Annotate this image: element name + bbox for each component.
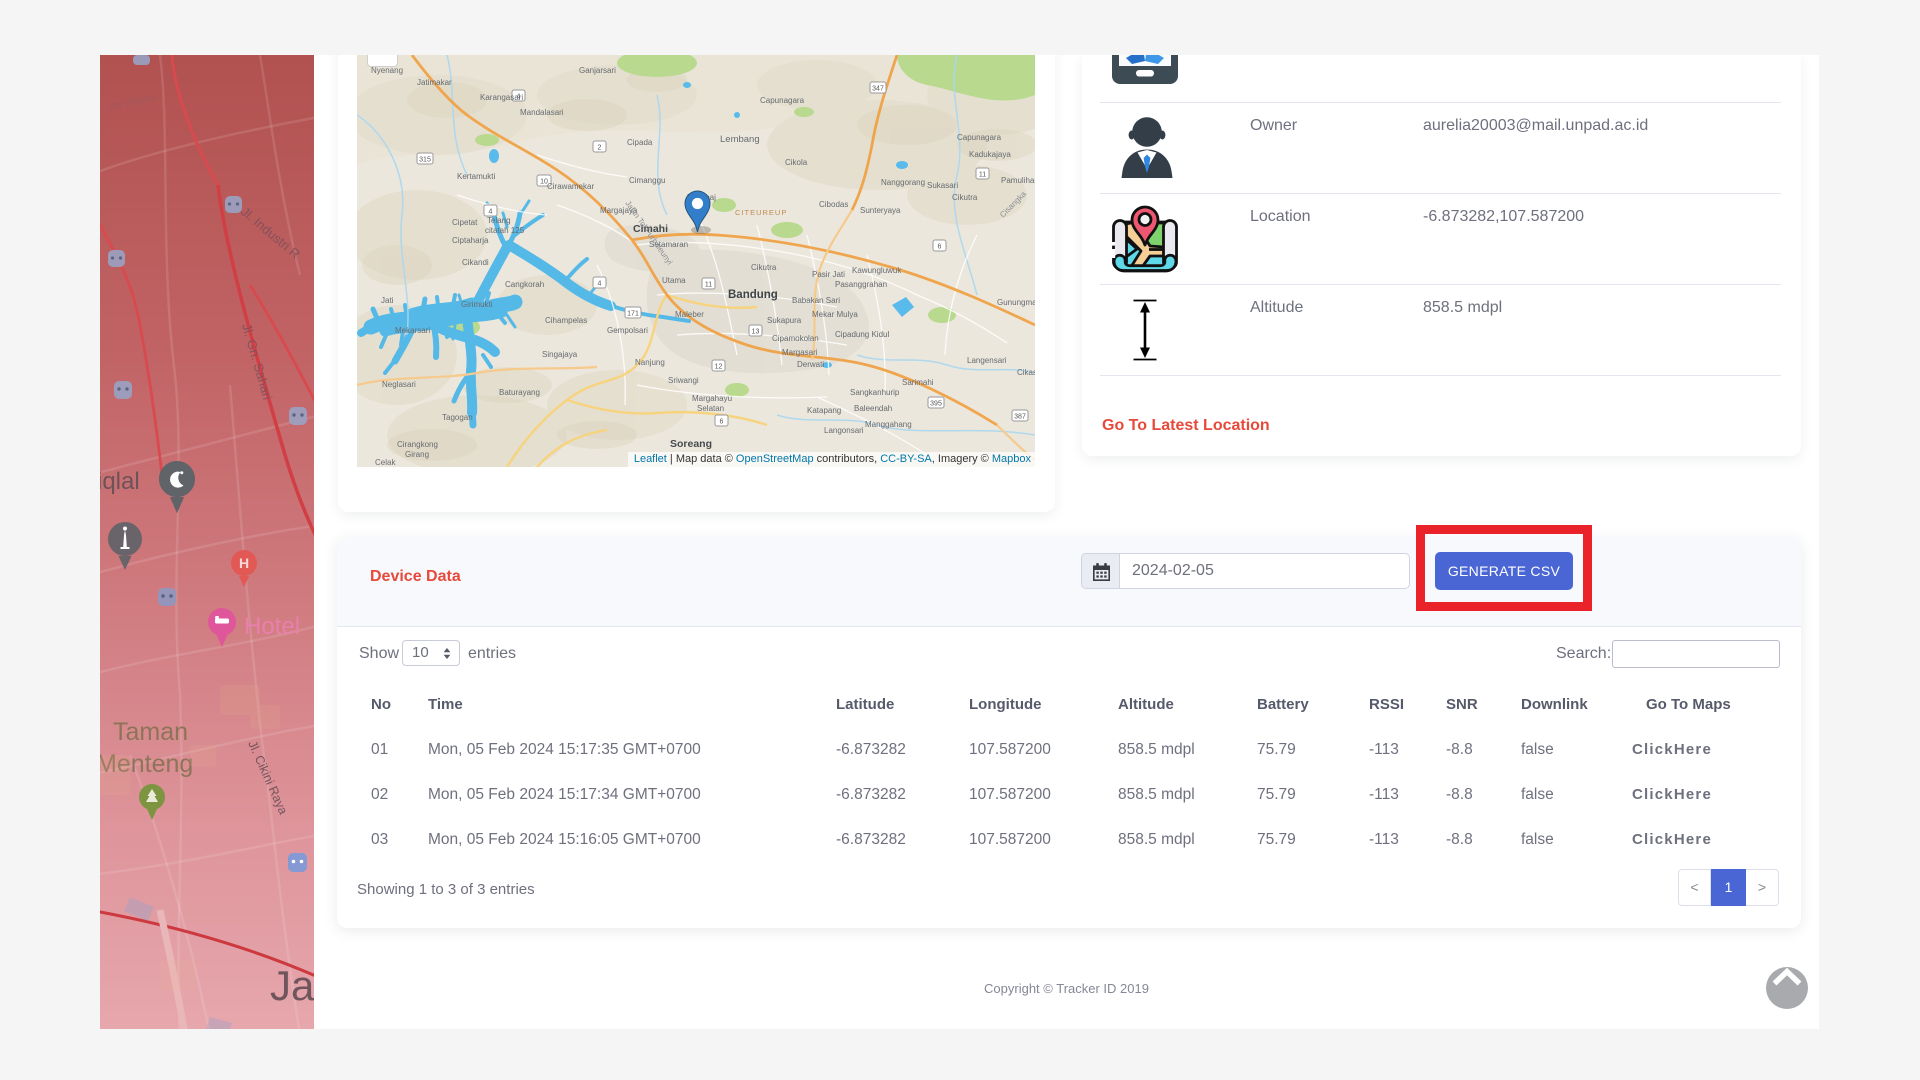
svg-text:12: 12 <box>715 364 723 371</box>
svg-text:Sukapura: Sukapura <box>767 316 802 325</box>
svg-text:Katapang: Katapang <box>807 406 841 415</box>
svg-text:Langensari: Langensari <box>967 356 1007 365</box>
svg-text:395: 395 <box>930 401 942 408</box>
svg-text:387: 387 <box>1014 414 1026 421</box>
svg-text:Menteng: Menteng <box>100 750 193 778</box>
svg-text:Sarimahi: Sarimahi <box>902 378 934 387</box>
svg-text:iqlal: iqlal <box>100 468 140 495</box>
svg-text:Cirangkong: Cirangkong <box>397 440 438 449</box>
svg-text:Nanggorang: Nanggorang <box>881 178 925 187</box>
svg-text:Derwati: Derwati <box>797 360 824 369</box>
svg-text:Cipetat: Cipetat <box>452 218 478 227</box>
svg-text:Ganjarsari: Ganjarsari <box>579 66 616 75</box>
svg-text:Utama: Utama <box>662 276 686 285</box>
svg-text:4: 4 <box>489 209 493 216</box>
svg-text:Telang: Telang <box>487 216 511 225</box>
svg-text:Cikandi: Cikandi <box>462 258 489 267</box>
svg-text:Sangkanhurip: Sangkanhurip <box>850 388 900 397</box>
svg-text:Mekarsari: Mekarsari <box>395 326 430 335</box>
svg-text:Babakan Sari: Babakan Sari <box>792 296 840 305</box>
svg-text:13: 13 <box>752 329 760 336</box>
svg-text:Bandung: Bandung <box>728 289 778 301</box>
svg-text:Cihampelas: Cihampelas <box>545 316 587 325</box>
svg-text:171: 171 <box>627 311 639 318</box>
svg-text:Cipada: Cipada <box>627 138 653 147</box>
svg-text:Taman: Taman <box>113 718 188 746</box>
svg-text:Cikutra: Cikutra <box>952 193 978 202</box>
svg-text:Margasari: Margasari <box>782 348 818 357</box>
svg-text:Nanjung: Nanjung <box>635 358 665 367</box>
svg-text:Soreang: Soreang <box>670 438 712 450</box>
svg-text:Margajaya: Margajaya <box>600 206 638 215</box>
svg-text:Girimukti: Girimukti <box>461 300 493 309</box>
svg-text:citatah 125: citatah 125 <box>485 226 525 235</box>
svg-text:Cimahi: Cimahi <box>633 223 668 235</box>
svg-text:Capunagara: Capunagara <box>760 96 805 105</box>
svg-text:Girang: Girang <box>405 450 429 459</box>
svg-text:Setamaran: Setamaran <box>649 240 688 249</box>
svg-text:6: 6 <box>720 419 724 426</box>
svg-text:Langonsari: Langonsari <box>824 426 864 435</box>
svg-text:H: H <box>239 555 249 571</box>
svg-text:11: 11 <box>705 282 712 289</box>
svg-text:Gunungmanik: Gunungmanik <box>997 298 1035 307</box>
svg-text:Cipadung Kidul: Cipadung Kidul <box>835 330 889 339</box>
svg-text:10: 10 <box>540 179 548 186</box>
svg-text:Cikutra: Cikutra <box>751 263 777 272</box>
svg-text:Selatan: Selatan <box>697 404 724 413</box>
svg-text:Tagogan: Tagogan <box>442 413 473 422</box>
svg-text:2: 2 <box>598 145 602 152</box>
svg-text:Capunagara: Capunagara <box>957 133 1002 142</box>
svg-text:4: 4 <box>598 281 602 288</box>
svg-text:6: 6 <box>938 244 942 251</box>
svg-text:Maleber: Maleber <box>675 310 704 319</box>
svg-text:Cibodas: Cibodas <box>819 200 848 209</box>
svg-text:Hotel: Hotel <box>244 613 300 640</box>
svg-text:347: 347 <box>872 86 884 93</box>
svg-text:Mekar Mulya: Mekar Mulya <box>812 310 858 319</box>
svg-text:4: 4 <box>517 94 521 101</box>
svg-text:Cangkorah: Cangkorah <box>505 280 544 289</box>
svg-text:Cirawamekar: Cirawamekar <box>547 182 594 191</box>
svg-text:Lembang: Lembang <box>720 134 760 145</box>
svg-text:Singajaya: Singajaya <box>542 350 578 359</box>
svg-text:Celak: Celak <box>375 458 396 467</box>
svg-text:CITEUREUP: CITEUREUP <box>735 208 787 217</box>
svg-text:Pamulihan: Pamulihan <box>1001 176 1035 185</box>
svg-text:Pasanggrahan: Pasanggrahan <box>835 280 887 289</box>
svg-text:11: 11 <box>979 172 986 179</box>
svg-text:Manggahang: Manggahang <box>865 420 912 429</box>
svg-text:315: 315 <box>419 157 431 164</box>
svg-text:Nyenang: Nyenang <box>371 66 403 75</box>
svg-text:Baleendah: Baleendah <box>854 404 892 413</box>
svg-text:Neglasari: Neglasari <box>382 380 416 389</box>
svg-text:Cimanggu: Cimanggu <box>629 176 665 185</box>
svg-text:Gempolsari: Gempolsari <box>607 326 648 335</box>
svg-text:Cikola: Cikola <box>785 158 808 167</box>
svg-text:Ja: Ja <box>270 962 314 1009</box>
svg-text:Cipamokolan: Cipamokolan <box>772 334 819 343</box>
svg-text:Sriwangi: Sriwangi <box>668 376 699 385</box>
svg-text:Baturayang: Baturayang <box>499 388 540 397</box>
svg-text:Pasir Jati: Pasir Jati <box>812 270 845 279</box>
svg-text:Sukasari: Sukasari <box>927 181 958 190</box>
svg-text:Kawungluwuk: Kawungluwuk <box>852 266 902 275</box>
svg-text:Kadukajaya: Kadukajaya <box>969 150 1011 159</box>
svg-text:Margahayu: Margahayu <box>692 394 732 403</box>
svg-text:Sunteryaya: Sunteryaya <box>860 206 901 215</box>
svg-text:Jatimakar: Jatimakar <box>417 78 452 87</box>
svg-text:Cikasungka: Cikasungka <box>1017 368 1035 377</box>
svg-text:Jati: Jati <box>381 296 394 305</box>
svg-text:Kertamukti: Kertamukti <box>457 172 495 181</box>
svg-text:Mandalasari: Mandalasari <box>520 108 564 117</box>
svg-text:Ciptaharja: Ciptaharja <box>452 236 489 245</box>
svg-text:Karangasari: Karangasari <box>480 93 523 102</box>
